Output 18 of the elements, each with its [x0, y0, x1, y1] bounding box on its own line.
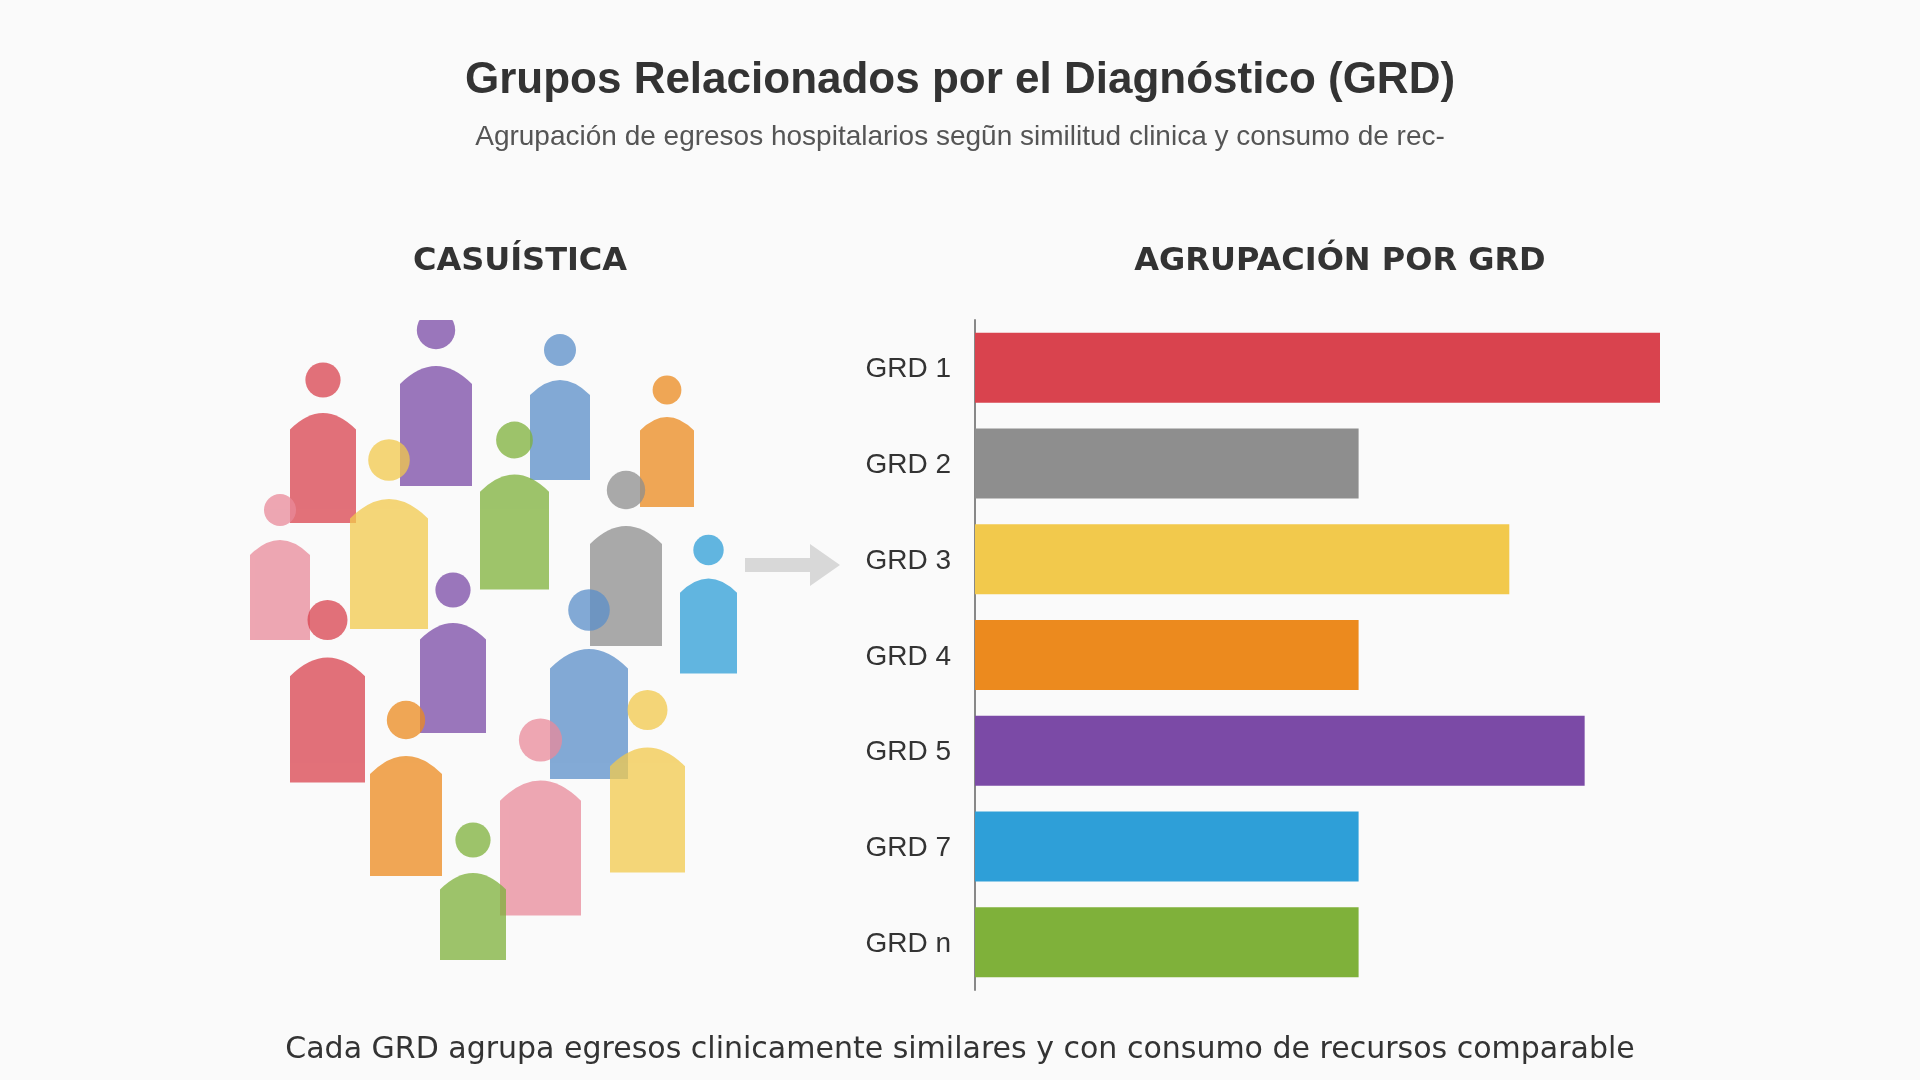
- y-tick-label: GRD 4: [865, 639, 951, 671]
- text: AGRUPACIÓN POR GRD: [1134, 240, 1546, 278]
- y-tick-label: GRD 7: [865, 830, 951, 862]
- y-tick-label: GRD 5: [865, 735, 951, 767]
- bar: [975, 332, 1660, 403]
- text: CASUÍSTICA: [412, 240, 628, 278]
- chart-subtitle: Agrupación de egresos hospitalarios segũn similitud clinica y consumo de rec-: [475, 119, 1445, 151]
- text: Cada GRD agrupa egresos clinicamente similares y con consumo de recursos comparable: [285, 1030, 1635, 1065]
- y-tick-label: GRD 2: [865, 448, 951, 480]
- bar: [975, 715, 1585, 786]
- bar: [975, 907, 1359, 978]
- y-tick-label: GRD 3: [865, 543, 951, 575]
- y-tick-label: GRD 1: [865, 352, 951, 384]
- y-tick-label: GRD n: [865, 926, 951, 958]
- bar: [975, 811, 1359, 882]
- bar: [975, 524, 1510, 595]
- chart-title: Grupos Relacionados por el Diagnóstico (GRD): [464, 52, 1456, 102]
- bar: [975, 620, 1359, 690]
